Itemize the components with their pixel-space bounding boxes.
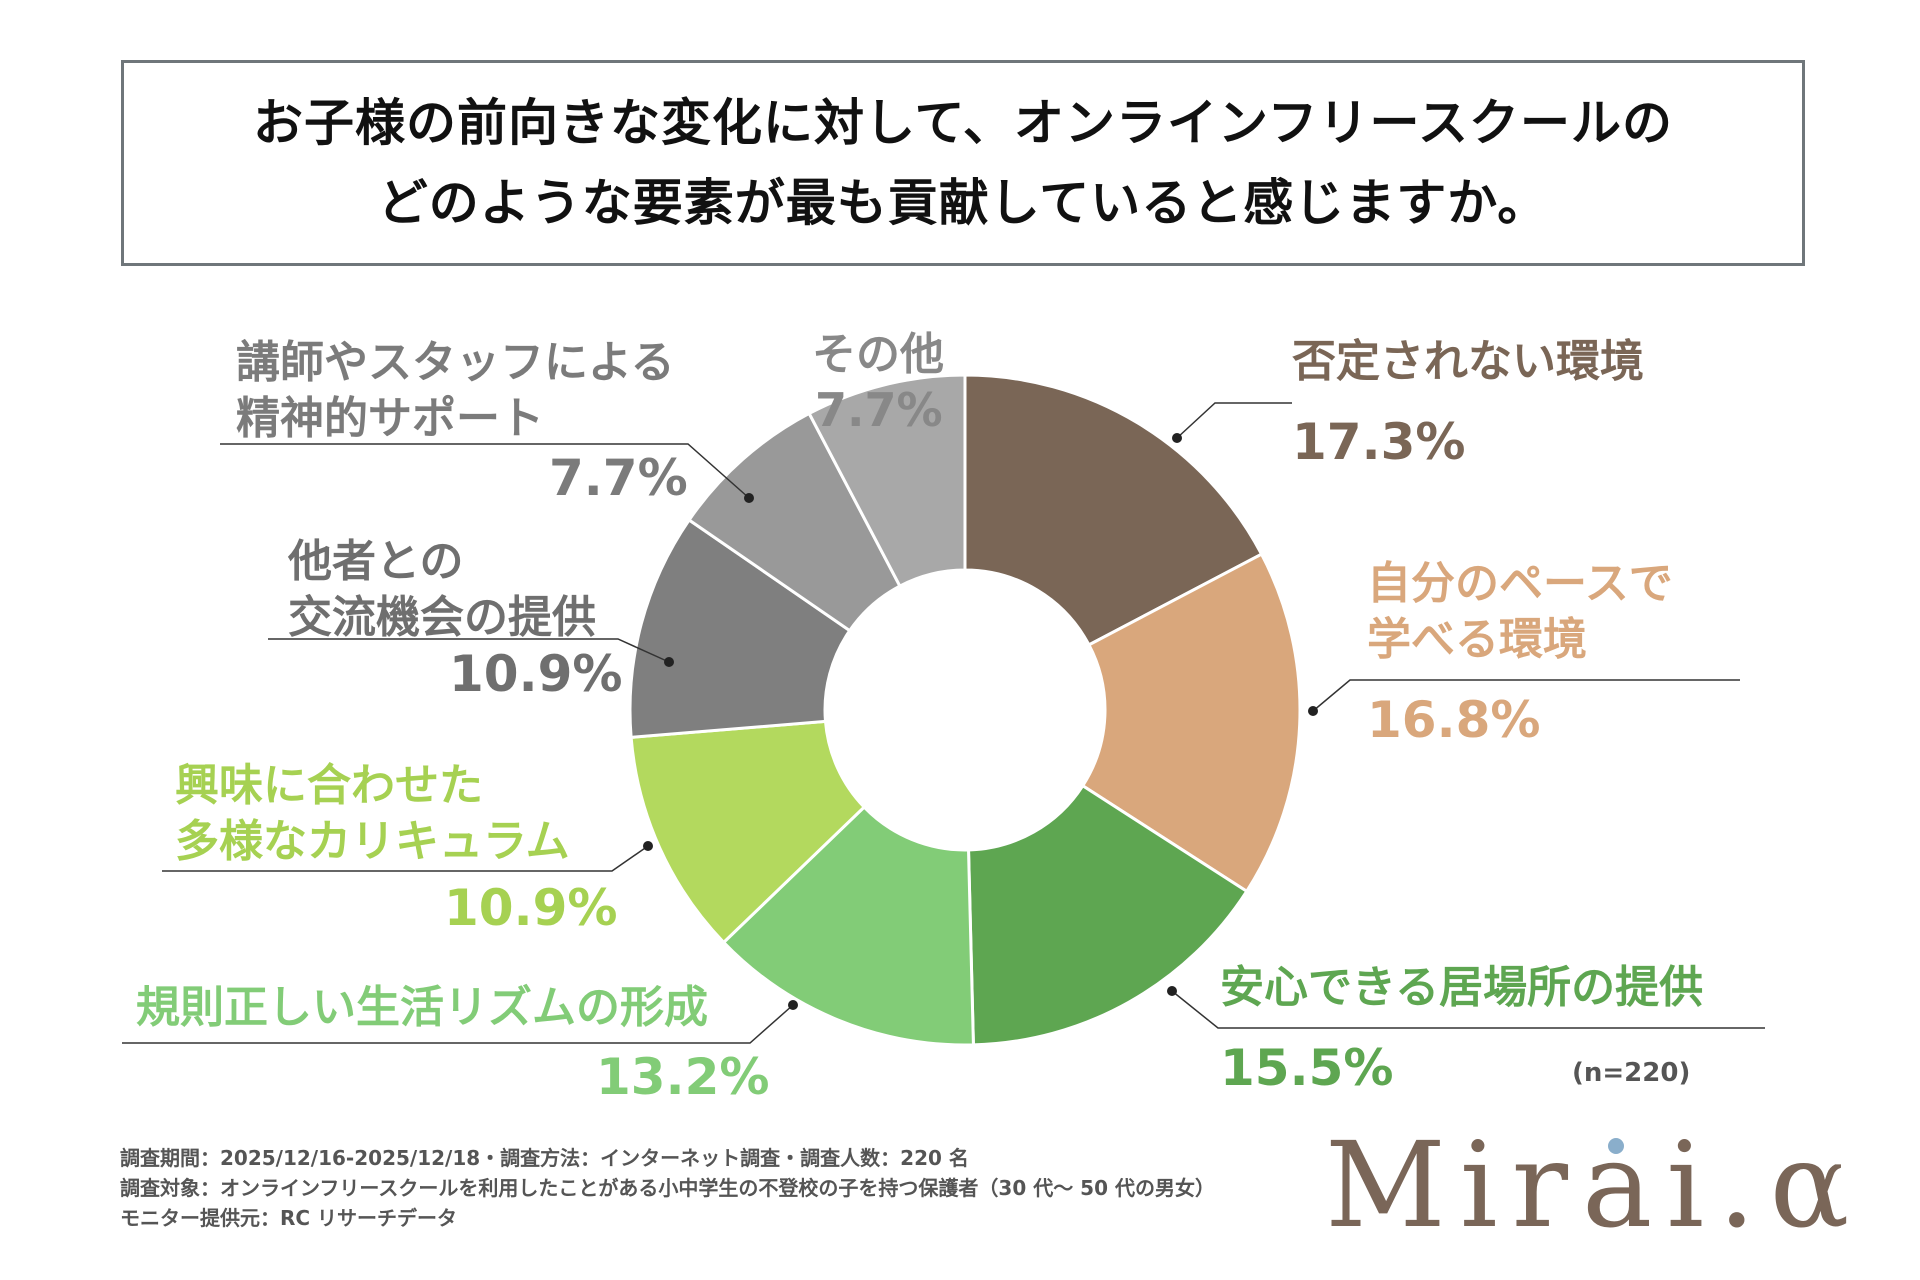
survey-footnotes: 調査期間：2025/12/16-2025/12/18・調査方法：インターネット調…: [120, 1143, 1215, 1233]
label-slice-2-percent: 16.8%: [1367, 691, 1541, 749]
donut-slice-2: [1080, 552, 1302, 894]
label-slice-5-category-line-2: 多様なカリキュラム: [175, 816, 570, 867]
leader-lines: [122, 402, 1765, 1044]
donut-slice-8: [807, 373, 967, 589]
label-slice-4: 規則正しい生活リズムの形成: [136, 980, 708, 1036]
label-slice-2-category-line-1: 自分のペースで: [1367, 558, 1673, 609]
leader-dot-2: [1308, 706, 1318, 716]
footnote-target: 調査対象：オンラインフリースクールを利用したことがある小中学生の不登校の子を持つ…: [120, 1176, 1215, 1200]
leader-line-7: [220, 443, 750, 499]
leader-line-5: [162, 845, 649, 872]
label-slice-3: 安心できる居場所の提供: [1220, 960, 1703, 1016]
footnote-provider: モニター提供元：RC リサーチデータ: [120, 1206, 458, 1230]
leader-dot-4: [788, 1000, 798, 1010]
leader-line-4: [122, 1004, 794, 1044]
leader-dot-1: [1172, 433, 1182, 443]
donut-slice-3: [966, 783, 1249, 1047]
label-slice-5-category-line-1: 興味に合わせた: [175, 760, 483, 811]
leader-line-3: [1171, 990, 1765, 1029]
label-slice-7-category-line-2: 精神的サポート: [236, 393, 544, 444]
footnote-period-method: 調査期間：2025/12/16-2025/12/18・調査方法：インターネット調…: [120, 1146, 969, 1170]
label-slice-7-category-line-1: 講師やスタッフによる: [236, 337, 675, 388]
label-slice-6-category-line-1: 他者との: [288, 536, 464, 587]
label-slice-8-percent: 7.7%: [815, 383, 943, 437]
donut-slice-6: [628, 517, 852, 739]
label-slice-4-category: 規則正しい生活リズムの形成: [136, 982, 708, 1033]
donut-slices: [628, 373, 1302, 1047]
label-slice-1-percent: 17.3%: [1292, 413, 1466, 471]
leader-dot-5: [643, 841, 653, 851]
label-slice-6: 他者との 交流機会の提供: [288, 534, 596, 646]
leader-line-1: [1176, 402, 1292, 439]
title-box: お子様の前向きな変化に対して、オンラインフリースクールの どのような要素が最も貢…: [121, 60, 1805, 266]
label-slice-6-percent: 10.9%: [449, 645, 623, 703]
label-slice-3-percent: 15.5%: [1220, 1039, 1394, 1097]
leader-dot-6: [664, 657, 674, 667]
leader-dot-7: [744, 493, 754, 503]
leader-line-2: [1312, 679, 1740, 712]
brand-logo: Mirai.α: [1325, 1116, 1864, 1254]
label-slice-2: 自分のペースで 学べる環境: [1367, 556, 1673, 668]
label-slice-5: 興味に合わせた 多様なカリキュラム: [175, 758, 570, 870]
chart-title-line-2: どのような要素が最も貢献していると感じますか。: [377, 174, 1549, 232]
label-slice-1: 否定されない環境: [1292, 334, 1644, 390]
donut-slice-4: [721, 804, 975, 1047]
label-slice-7: 講師やスタッフによる 精神的サポート: [236, 335, 675, 447]
label-slice-4-percent: 13.2%: [596, 1048, 770, 1106]
sample-size-note: (n=220): [1572, 1058, 1691, 1088]
label-slice-8: その他: [812, 327, 944, 383]
label-slice-2-category-line-2: 学べる環境: [1367, 614, 1587, 665]
donut-slice-5: [629, 719, 867, 945]
label-slice-5-percent: 10.9%: [444, 879, 618, 937]
donut-slice-1: [963, 373, 1264, 647]
label-slice-3-category: 安心できる居場所の提供: [1220, 962, 1704, 1013]
chart-title-line-1: お子様の前向きな変化に対して、オンラインフリースクールの: [253, 94, 1673, 152]
brand-logo-dot: [1608, 1138, 1624, 1154]
label-slice-8-category: その他: [812, 329, 944, 380]
label-slice-1-category: 否定されない環境: [1292, 336, 1644, 387]
leader-dot-3: [1167, 986, 1177, 996]
label-slice-7-percent: 7.7%: [549, 449, 688, 507]
leader-line-6: [268, 638, 670, 663]
label-slice-6-category-line-2: 交流機会の提供: [288, 592, 596, 643]
